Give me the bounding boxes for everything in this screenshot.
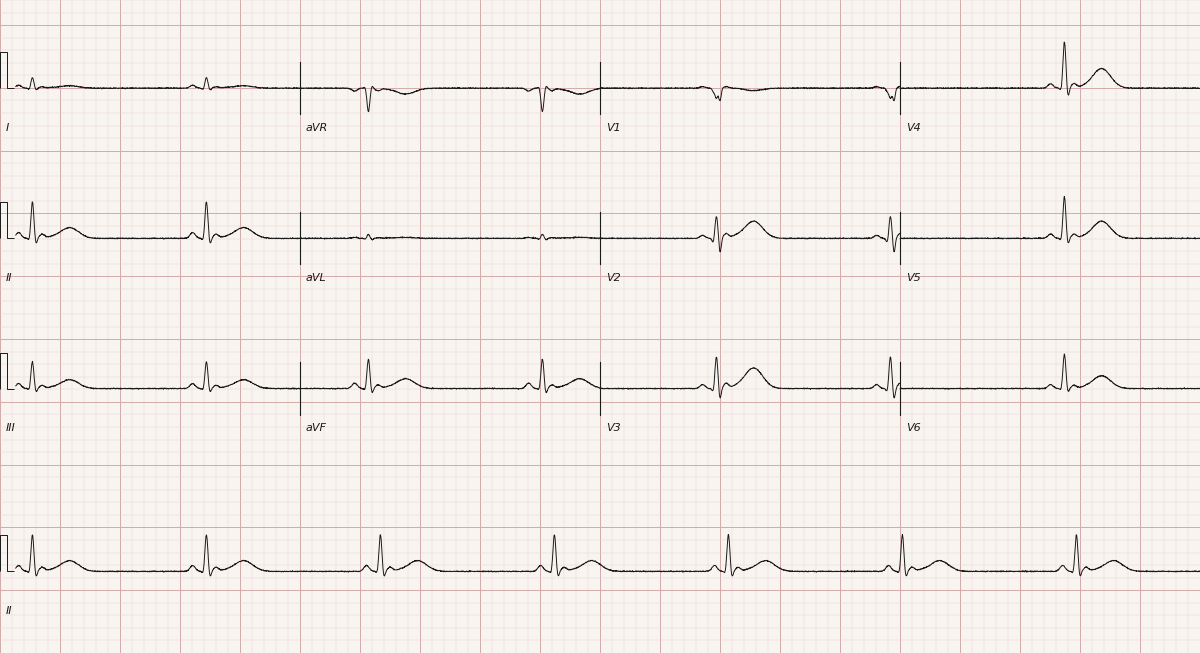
Text: II: II (6, 606, 12, 616)
Text: aVF: aVF (306, 423, 326, 433)
Text: V1: V1 (606, 123, 620, 133)
Text: aVL: aVL (306, 273, 326, 283)
Text: III: III (6, 423, 16, 433)
Text: V6: V6 (906, 423, 920, 433)
Text: V4: V4 (906, 123, 920, 133)
Text: V2: V2 (606, 273, 620, 283)
Text: II: II (6, 273, 12, 283)
Text: V5: V5 (906, 273, 920, 283)
Text: V3: V3 (606, 423, 620, 433)
Text: aVR: aVR (306, 123, 329, 133)
Text: I: I (6, 123, 10, 133)
